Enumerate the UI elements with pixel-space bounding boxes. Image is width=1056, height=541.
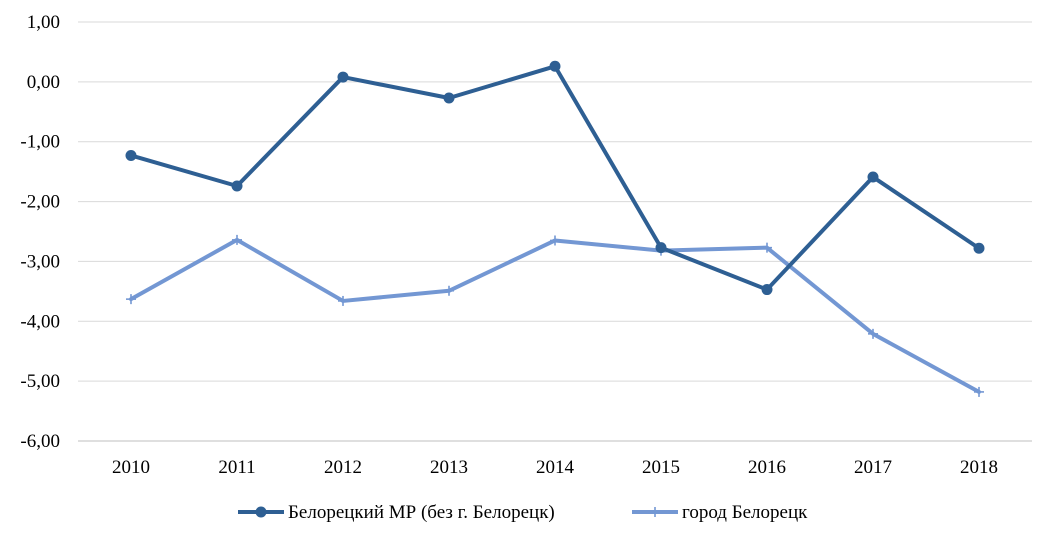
y-tick-label: -4,00 — [20, 311, 60, 332]
legend-label-2: город Белорецк — [682, 502, 808, 523]
data-point-series-1 — [549, 60, 561, 72]
y-tick-label: 0,00 — [27, 72, 60, 93]
series-group — [125, 60, 985, 397]
data-point-series-1 — [231, 180, 243, 192]
y-tick-label: -1,00 — [20, 132, 60, 153]
x-tick-label: 2011 — [218, 457, 255, 478]
x-tick-label: 2017 — [854, 457, 892, 478]
y-tick-label: -3,00 — [20, 251, 60, 272]
x-tick-label: 2016 — [748, 457, 786, 478]
data-point-series-2 — [338, 295, 348, 306]
data-point-series-2 — [444, 285, 454, 296]
data-point-series-2 — [868, 328, 878, 339]
data-point-series-2 — [232, 234, 242, 245]
y-tick-label: -5,00 — [20, 371, 60, 392]
y-axis: 1,00 0,00 -1,00 -2,00 -3,00 -4,00 -5,00 -6,00 — [20, 12, 60, 452]
data-point-series-2 — [762, 242, 772, 253]
x-axis: 2010 2011 2012 2013 2014 2015 2016 2017 2018 — [78, 440, 1032, 478]
gridlines — [78, 21, 1032, 442]
data-point-series-1 — [655, 242, 667, 254]
data-point-series-1 — [125, 149, 137, 161]
x-tick-label: 2012 — [324, 457, 362, 478]
data-point-series-1 — [973, 242, 985, 254]
data-point-series-1 — [761, 284, 773, 296]
data-point-series-1 — [867, 171, 879, 183]
data-point-series-1 — [337, 71, 349, 83]
series-line-1 — [129, 64, 981, 292]
legend-label-1: Белорецкий МР (без г. Белорецк) — [288, 502, 555, 523]
x-tick-label: 2015 — [642, 457, 680, 478]
legend: Белорецкий МР (без г. Белорецк) город Бел… — [238, 502, 808, 523]
data-point-series-1 — [443, 92, 455, 104]
x-tick-label: 2010 — [112, 457, 150, 478]
data-point-series-2 — [550, 235, 560, 246]
y-tick-label: 1,00 — [27, 12, 60, 33]
x-tick-label: 2013 — [430, 457, 468, 478]
data-point-series-2 — [974, 386, 984, 397]
legend-marker-2 — [650, 507, 660, 517]
y-tick-label: -2,00 — [20, 192, 60, 213]
legend-marker-1 — [255, 506, 267, 518]
data-point-series-2 — [126, 294, 136, 305]
series-line-2 — [129, 237, 981, 394]
x-tick-label: 2018 — [960, 457, 998, 478]
y-tick-label: -6,00 — [20, 431, 60, 452]
x-tick-label: 2014 — [536, 457, 575, 478]
